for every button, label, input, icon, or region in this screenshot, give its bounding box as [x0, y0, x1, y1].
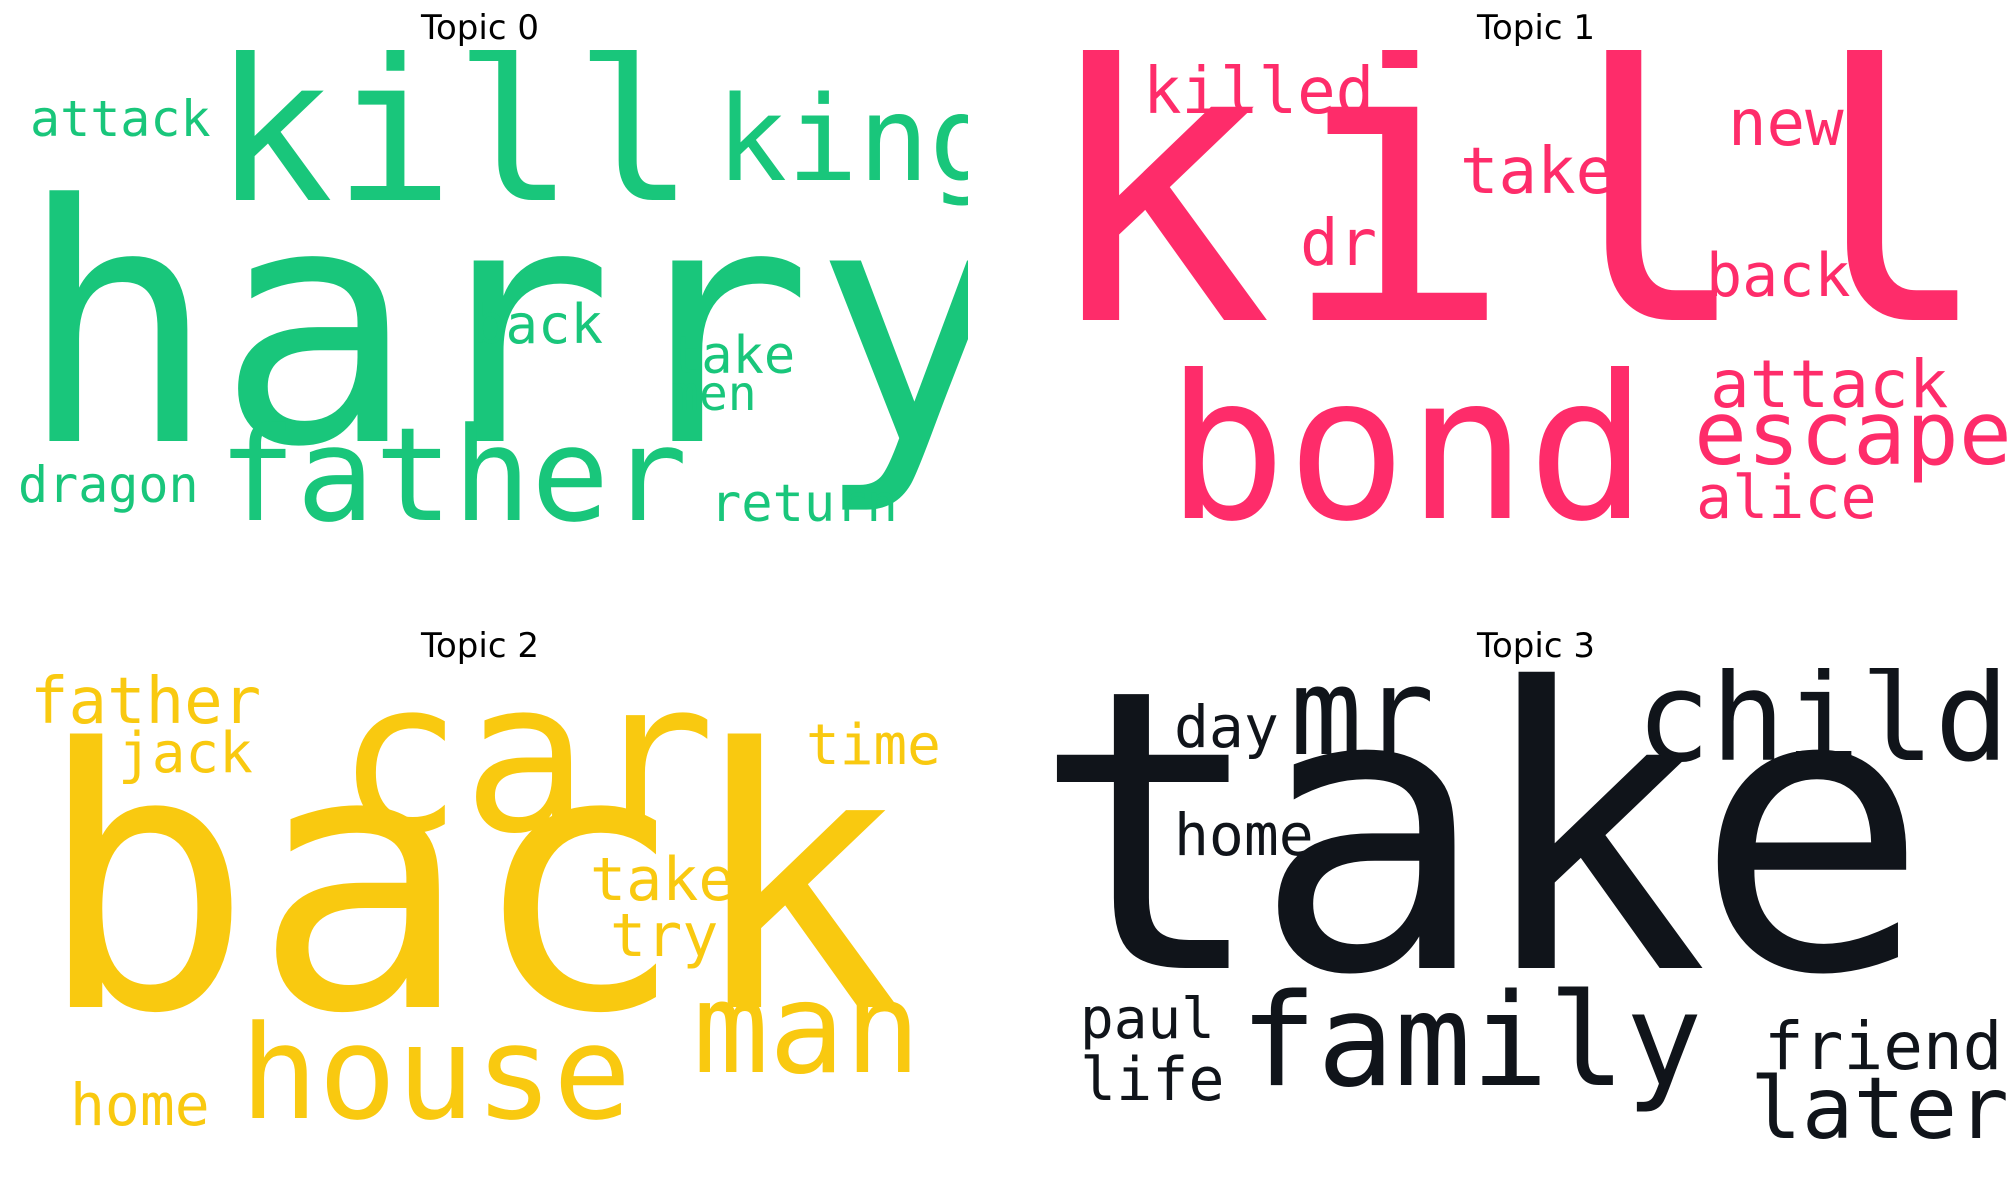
cloud-word: take: [1460, 135, 1615, 209]
cloud-word: escape: [1694, 382, 2008, 485]
cloud-word: take: [1048, 668, 1929, 1060]
cloud-word: alice: [1696, 463, 1877, 533]
cloud-word: man: [693, 955, 921, 1102]
cloud-word: time: [806, 713, 941, 778]
cloud-word: home: [1174, 801, 1314, 869]
cloud-word: dr: [1300, 207, 1378, 281]
cloud-word: new: [1728, 87, 1844, 161]
topic-title: Topic 0: [421, 8, 539, 48]
cloud-word: attack: [30, 90, 211, 148]
cloud-word: return: [710, 474, 898, 534]
topic-title: Topic 1: [1477, 8, 1595, 48]
cloud-word: home: [70, 1071, 210, 1139]
cloud-word: attack: [1710, 346, 1949, 423]
cloud-word: day: [1174, 693, 1279, 761]
cloud-word: house: [240, 997, 632, 1149]
word-cloud-topic-1: kill bond killed new take dr back attack…: [1048, 50, 2008, 570]
word-cloud-topic-0: harry kill king father attack back take …: [8, 50, 968, 570]
cloud-word: car: [336, 668, 716, 880]
cloud-word: killed: [1143, 55, 1375, 129]
cloud-word: take: [670, 326, 796, 386]
cloud-word: bond: [1166, 333, 1648, 566]
cloud-word: kill: [213, 50, 695, 248]
cloud-word: men: [670, 366, 757, 422]
cloud-word: try: [610, 901, 719, 971]
cloud-word: mr: [1290, 668, 1435, 783]
cloud-word: back: [473, 293, 604, 356]
cloud-word: take: [590, 845, 735, 915]
cloud-word: harry: [18, 135, 968, 519]
cloud-word: paul: [1080, 987, 1215, 1052]
cloud-word: kill: [1048, 50, 2002, 412]
cloud-word: king: [716, 70, 968, 208]
cloud-word: child: [1636, 668, 2008, 790]
cloud-word: dragon: [18, 456, 199, 514]
cloud-word: later: [1750, 1059, 2008, 1159]
topic-title: Topic 2: [421, 626, 539, 666]
word-cloud-topic-3: take mr child day home family paul life …: [1048, 668, 2008, 1188]
word-cloud-topic-2: back car father jack time take try man h…: [8, 668, 968, 1188]
cloud-word: jack: [118, 721, 253, 786]
cloud-word: father: [218, 399, 688, 551]
cloud-word: father: [30, 668, 262, 739]
cloud-word: back: [1706, 241, 1851, 311]
cloud-word: life: [1080, 1045, 1225, 1115]
topic-title: Topic 3: [1477, 626, 1595, 666]
cloud-word: back: [36, 673, 903, 1092]
cloud-word: friend: [1764, 1008, 2003, 1085]
cloud-word: family: [1240, 967, 1703, 1116]
